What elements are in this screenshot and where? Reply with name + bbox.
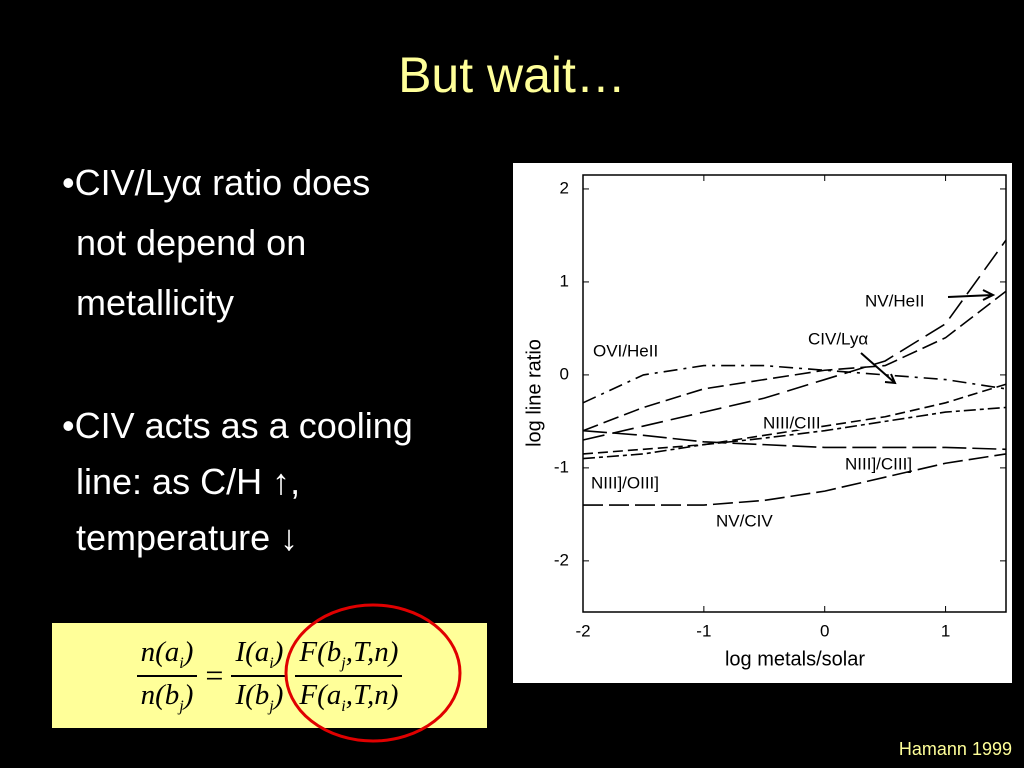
eq-text: F(a <box>299 678 342 711</box>
x-tick-label: 0 <box>820 621 829 640</box>
bullet-line: •CIV acts as a cooling <box>62 405 413 446</box>
bullet-line: temperature ↓ <box>76 517 299 558</box>
bullet-line: line: as C/H ↑, <box>76 461 301 502</box>
eq-text: ) <box>273 635 284 668</box>
bullet-line: •CIV/Lyα ratio does <box>62 162 371 203</box>
bullet: •CIV/Lyα ratio does not depend on metall… <box>62 153 370 333</box>
bullet-line: metallicity <box>76 282 235 323</box>
chart-background <box>513 163 1012 683</box>
eq-text: ) <box>273 678 284 711</box>
line-label: NV/CIV <box>716 511 773 530</box>
line-label: OVI/HeII <box>593 341 658 360</box>
data-line <box>582 383 1007 455</box>
x-axis-label: log metals/solar <box>725 648 865 670</box>
y-axis-label: log line ratio <box>523 339 545 447</box>
fraction: n(ai) n(bj) <box>136 635 198 716</box>
credit: Hamann 1999 <box>898 739 1012 759</box>
line-label: CIV/Lyα <box>808 329 868 348</box>
eq-sub: j <box>179 697 184 715</box>
y-tick-label: 0 <box>560 364 569 383</box>
plot-frame <box>582 174 1007 613</box>
y-tick-label: -2 <box>554 550 569 569</box>
data-line <box>582 290 1007 432</box>
eq-text: ,T,n) <box>345 635 399 668</box>
fraction: I(ai) I(bj) <box>231 635 288 716</box>
eq-text: F(b <box>299 635 342 668</box>
eq-sub: j <box>269 697 274 715</box>
data-line <box>582 429 1007 451</box>
eq-text: I(b <box>235 678 270 711</box>
eq-text: ) <box>183 678 194 711</box>
y-tick-label: -1 <box>554 457 569 476</box>
data-line <box>582 406 1007 460</box>
fraction: F(bj,T,n) F(ai,T,n) <box>295 635 403 716</box>
equation: n(ai) n(bj) = I(ai) I(bj) F(bj,T,n) F(ai… <box>52 623 487 728</box>
chart: log metals/solar log line ratio -2 -1 0 1 -2… <box>513 163 1012 683</box>
eq-text: I(a <box>235 635 270 668</box>
eq-sub: i <box>269 654 274 672</box>
y-tick-label: 1 <box>560 271 569 290</box>
data-line <box>582 364 1007 404</box>
eq-sub: i <box>179 654 184 672</box>
arrow <box>860 352 897 385</box>
bullet-line: not depend on <box>76 222 307 263</box>
arrow <box>947 289 996 301</box>
x-tick-label: -2 <box>575 621 590 640</box>
slide-title: But wait… <box>398 47 626 103</box>
data-line <box>582 239 1007 441</box>
eq-text: n(b <box>140 678 180 711</box>
eq-text: n(a <box>140 635 180 668</box>
equals: = <box>205 657 224 693</box>
bullet: •CIV acts as a cooling line: as C/H ↑, t… <box>62 398 413 566</box>
y-tick-label: 2 <box>560 178 569 197</box>
eq-text: ,T,n) <box>345 678 399 711</box>
x-tick-label: 1 <box>941 621 950 640</box>
data-line <box>583 453 1007 506</box>
eq-text: ) <box>183 635 194 668</box>
x-tick-label: -1 <box>696 621 711 640</box>
line-label: NIII/CIII <box>763 413 821 432</box>
line-label: NV/HeII <box>865 291 925 310</box>
line-label: NIII]/CIII] <box>845 454 912 473</box>
line-label: NIII]/OIII] <box>591 473 659 492</box>
